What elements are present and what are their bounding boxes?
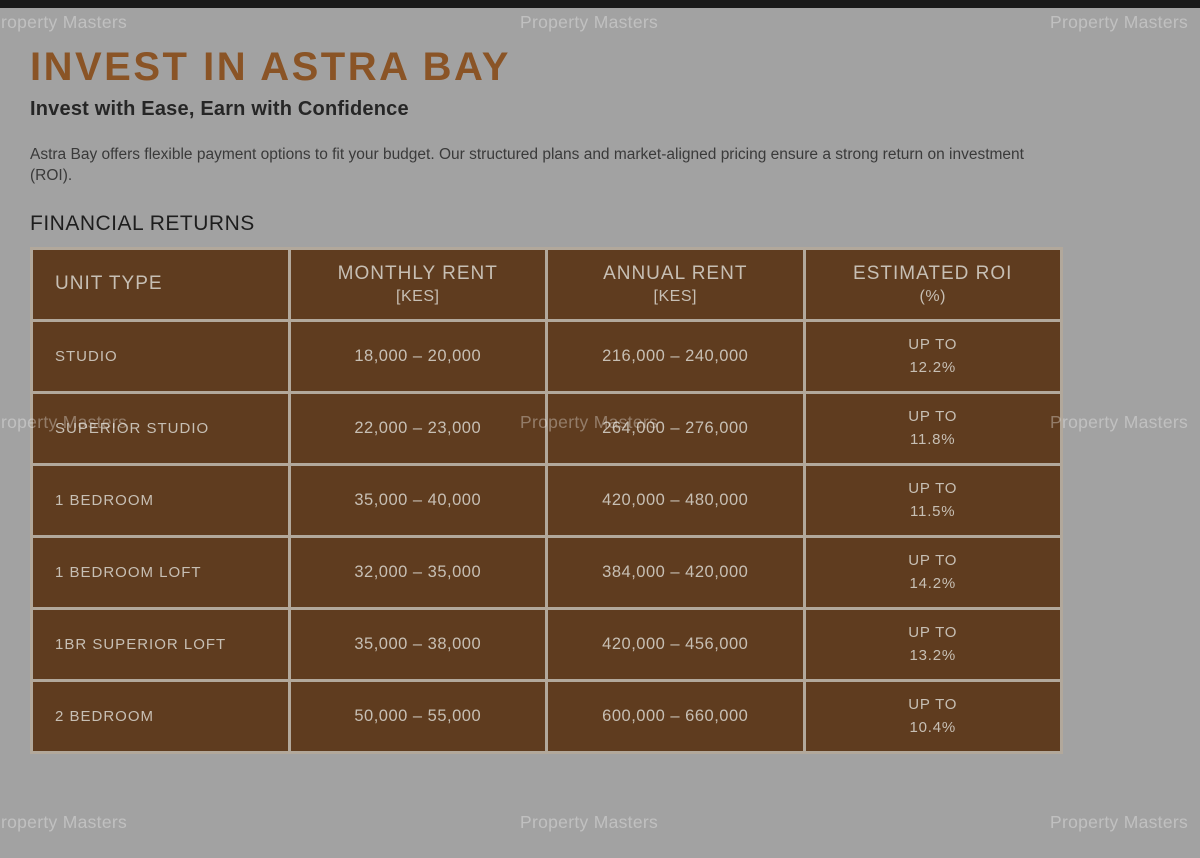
roi-value: 11.8% — [910, 431, 956, 449]
header-estimated-roi: ESTIMATED ROI (%) — [802, 246, 1063, 322]
estimated-roi-cell: UP TO 13.2% — [802, 606, 1063, 682]
header-monthly-rent: MONTHLY RENT [KES] — [287, 246, 548, 322]
header-line1: ESTIMATED ROI — [853, 262, 1013, 284]
estimated-roi-cell: UP TO 12.2% — [802, 318, 1063, 394]
estimated-roi-cell: UP TO 11.8% — [802, 390, 1063, 466]
annual-rent-cell: 420,000 – 456,000 — [545, 606, 806, 682]
roi-value: 13.2% — [909, 647, 957, 665]
top-bar — [0, 0, 1200, 8]
roi-prefix: UP TO — [908, 408, 958, 425]
unit-type-cell: SUPERIOR STUDIO — [30, 390, 291, 466]
table-header-row: UNIT TYPE MONTHLY RENT [KES] ANNUAL RENT… — [30, 246, 1063, 322]
estimated-roi-cell: UP TO 11.5% — [802, 462, 1063, 538]
annual-rent-cell: 420,000 – 480,000 — [545, 462, 806, 538]
table-row: 1BR SUPERIOR LOFT 35,000 – 38,000 420,000 … — [30, 606, 1063, 682]
table-body: STUDIO 18,000 – 20,000 216,000 – 240,000 UP… — [30, 318, 1063, 754]
table-row: SUPERIOR STUDIO 22,000 – 23,000 264,000 – … — [30, 390, 1063, 466]
header-line1: UNIT TYPE — [55, 273, 163, 295]
roi-value: 14.2% — [909, 575, 957, 593]
annual-rent-cell: 384,000 – 420,000 — [545, 534, 806, 610]
estimated-roi-cell: UP TO 10.4% — [802, 678, 1063, 754]
watermark-text: Property Masters — [0, 812, 128, 832]
financial-returns-table: UNIT TYPE MONTHLY RENT [KES] ANNUAL RENT… — [30, 246, 1063, 754]
document-page: INVEST IN ASTRA BAY Invest with Ease, Ea… — [30, 45, 1063, 754]
roi-value: 10.4% — [909, 719, 957, 737]
roi-value: 12.2% — [909, 359, 957, 377]
page-title: INVEST IN ASTRA BAY — [30, 45, 511, 89]
monthly-rent-cell: 35,000 – 40,000 — [287, 462, 548, 538]
annual-rent-cell: 264,000 – 276,000 — [545, 390, 806, 466]
roi-prefix: UP TO — [908, 480, 958, 497]
monthly-rent-cell: 50,000 – 55,000 — [287, 678, 548, 754]
header-line2: [KES] — [653, 288, 697, 306]
watermark-text: Property Masters — [0, 12, 128, 32]
header-annual-rent: ANNUAL RENT [KES] — [545, 246, 806, 322]
unit-type-cell: 1 BEDROOM — [30, 462, 291, 538]
roi-prefix: UP TO — [908, 624, 958, 641]
monthly-rent-cell: 32,000 – 35,000 — [287, 534, 548, 610]
table-row: 1 BEDROOM 35,000 – 40,000 420,000 – 480,00… — [30, 462, 1063, 538]
unit-type-cell: 1BR SUPERIOR LOFT — [30, 606, 291, 682]
roi-prefix: UP TO — [908, 336, 958, 353]
page-subtitle: Invest with Ease, Earn with Confidence — [30, 98, 409, 120]
estimated-roi-cell: UP TO 14.2% — [802, 534, 1063, 610]
annual-rent-cell: 216,000 – 240,000 — [545, 318, 806, 394]
monthly-rent-cell: 22,000 – 23,000 — [287, 390, 548, 466]
roi-prefix: UP TO — [908, 552, 958, 569]
table-row: STUDIO 18,000 – 20,000 216,000 – 240,000 UP… — [30, 318, 1063, 394]
header-line1: ANNUAL RENT — [603, 262, 748, 284]
monthly-rent-cell: 35,000 – 38,000 — [287, 606, 548, 682]
table-row: 1 BEDROOM LOFT 32,000 – 35,000 384,000 – 4… — [30, 534, 1063, 610]
annual-rent-cell: 600,000 – 660,000 — [545, 678, 806, 754]
watermark-text: Property Masters — [1050, 812, 1189, 832]
header-line1: MONTHLY RENT — [337, 262, 498, 284]
watermark-text: Property Masters — [1050, 412, 1189, 432]
header-line2: (%) — [919, 288, 946, 306]
unit-type-cell: 1 BEDROOM LOFT — [30, 534, 291, 610]
intro-paragraph: Astra Bay offers flexible payment option… — [30, 146, 1024, 185]
roi-value: 11.5% — [910, 503, 956, 521]
monthly-rent-cell: 18,000 – 20,000 — [287, 318, 548, 394]
unit-type-cell: 2 BEDROOM — [30, 678, 291, 754]
header-line2: [KES] — [396, 288, 440, 306]
unit-type-cell: STUDIO — [30, 318, 291, 394]
roi-prefix: UP TO — [908, 696, 958, 713]
watermark-text: Property Masters — [1050, 12, 1189, 32]
watermark-text: Property Masters — [520, 812, 659, 832]
header-unit-type: UNIT TYPE — [30, 246, 291, 322]
section-heading: FINANCIAL RETURNS — [30, 211, 255, 235]
watermark-text: Property Masters — [520, 12, 659, 32]
table-row: 2 BEDROOM 50,000 – 55,000 600,000 – 660,00… — [30, 678, 1063, 754]
